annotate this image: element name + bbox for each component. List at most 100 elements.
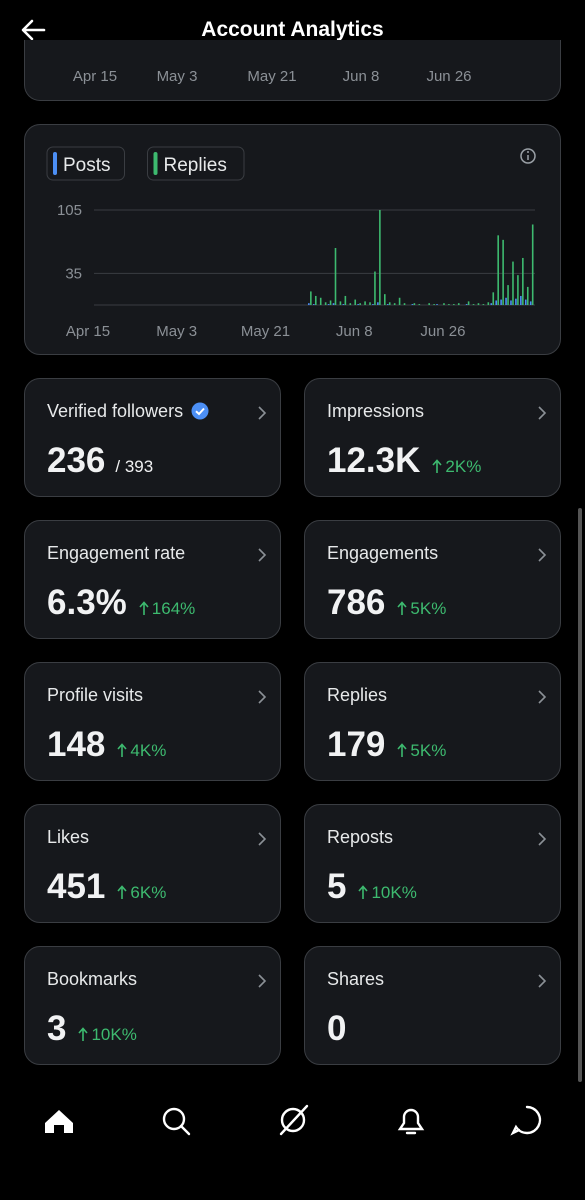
bar — [492, 292, 495, 305]
stat-change: 4K% — [117, 741, 166, 760]
bar — [457, 303, 460, 305]
stat-card[interactable]: Impressions 12.3K 2K% — [304, 378, 561, 497]
stat-number: 3 — [47, 1009, 67, 1048]
bar — [312, 304, 315, 305]
up-arrow — [397, 743, 408, 757]
stat-card[interactable]: Shares 0 — [304, 946, 561, 1065]
notifications-icon[interactable] — [397, 1108, 425, 1135]
x-tick-label: Jun 8 — [336, 323, 373, 340]
bar — [339, 301, 342, 305]
legend-swatch — [53, 152, 57, 175]
bar — [490, 303, 493, 305]
bar — [477, 303, 480, 305]
change-text: 2K% — [445, 457, 482, 476]
stat-card[interactable]: Engagements 786 5K% — [304, 520, 561, 639]
bar — [531, 224, 534, 305]
x-tick-label: May 3 — [156, 68, 198, 85]
stat-number: 786 — [327, 583, 386, 622]
grok-icon[interactable] — [280, 1107, 306, 1133]
bar — [344, 295, 347, 305]
bar — [308, 303, 310, 305]
stat-change: 2K% — [432, 457, 481, 476]
bar — [379, 210, 381, 305]
stat-label: Profile visits — [47, 685, 144, 705]
stat-card[interactable]: Likes 451 6K% — [24, 804, 281, 923]
chevron — [258, 406, 267, 420]
stat-value: 12.3K 2K% — [327, 441, 481, 481]
bar — [524, 299, 527, 305]
bar — [398, 297, 401, 305]
chevron — [538, 690, 547, 704]
up-arrow — [397, 601, 408, 615]
bar — [433, 304, 435, 305]
bar — [443, 303, 445, 305]
bar — [334, 248, 337, 305]
chevron — [258, 832, 267, 846]
stat-card[interactable]: Replies 179 5K% — [304, 662, 561, 781]
bar — [354, 299, 357, 305]
stat-card[interactable]: Engagement rate 6.3% 164% — [24, 520, 281, 639]
change-text: 10K% — [91, 1025, 137, 1044]
stat-label: Bookmarks — [47, 969, 138, 989]
bar — [500, 299, 502, 305]
stat-total: / 393 — [115, 457, 154, 476]
bar — [465, 304, 468, 305]
bar — [349, 303, 352, 305]
page-title: Account Analytics — [201, 18, 384, 41]
x-tick-label: May 21 — [247, 68, 297, 85]
stat-card[interactable]: Bookmarks 3 10K% — [24, 946, 281, 1065]
x-tick-label: Jun 26 — [426, 68, 472, 85]
legend-box — [147, 146, 245, 181]
bar — [472, 304, 475, 305]
stat-value: 5 10K% — [327, 867, 417, 907]
stat-label: Verified followers — [47, 401, 209, 422]
bar — [372, 304, 374, 305]
stat-change: 10K% — [78, 1025, 137, 1044]
back-button[interactable] — [18, 16, 48, 46]
bottom-nav — [45, 1104, 542, 1136]
stat-label: Impressions — [327, 401, 425, 421]
stat-number: 148 — [47, 725, 106, 764]
x-tick-label: Apr 15 — [66, 323, 110, 340]
bar — [526, 286, 529, 305]
chevron — [538, 832, 547, 846]
stat-number: 236 — [47, 441, 106, 480]
bar — [497, 235, 499, 305]
messages-icon[interactable] — [510, 1105, 542, 1136]
verified-badge — [191, 402, 209, 420]
bar — [332, 303, 335, 305]
scrollbar — [578, 508, 582, 1082]
bar — [329, 300, 332, 305]
bar — [517, 275, 519, 305]
up-arrow — [139, 601, 149, 615]
home-icon[interactable] — [45, 1110, 73, 1133]
stat-value: 3 10K% — [47, 1009, 137, 1049]
x-tick-label: Apr 15 — [72, 68, 118, 85]
stat-label: Engagement rate — [47, 543, 186, 563]
stat-value: 451 6K% — [47, 867, 166, 907]
info-icon[interactable] — [520, 148, 536, 164]
stat-card[interactable]: Verified followers 236 / 393 — [24, 378, 281, 497]
search-icon[interactable] — [162, 1107, 186, 1131]
bar — [364, 301, 366, 305]
bar — [342, 304, 345, 305]
stat-card[interactable]: Profile visits 148 4K% — [24, 662, 281, 781]
stat-card[interactable]: Reposts 5 10K% — [304, 804, 561, 923]
up-arrow — [117, 743, 128, 757]
bar — [386, 304, 389, 305]
stat-number: 0 — [327, 1009, 347, 1048]
bar — [310, 291, 312, 305]
bar — [520, 295, 522, 305]
bar — [448, 304, 450, 305]
bar — [418, 304, 421, 305]
stat-change: 5K% — [397, 741, 446, 760]
bar — [327, 304, 330, 305]
change-text: 6K% — [130, 883, 167, 902]
change-text: 4K% — [130, 741, 167, 760]
bar — [314, 295, 317, 305]
change-text: 5K% — [410, 741, 447, 760]
bar — [324, 302, 327, 305]
stat-label: Reposts — [327, 827, 394, 847]
bar — [522, 257, 524, 305]
